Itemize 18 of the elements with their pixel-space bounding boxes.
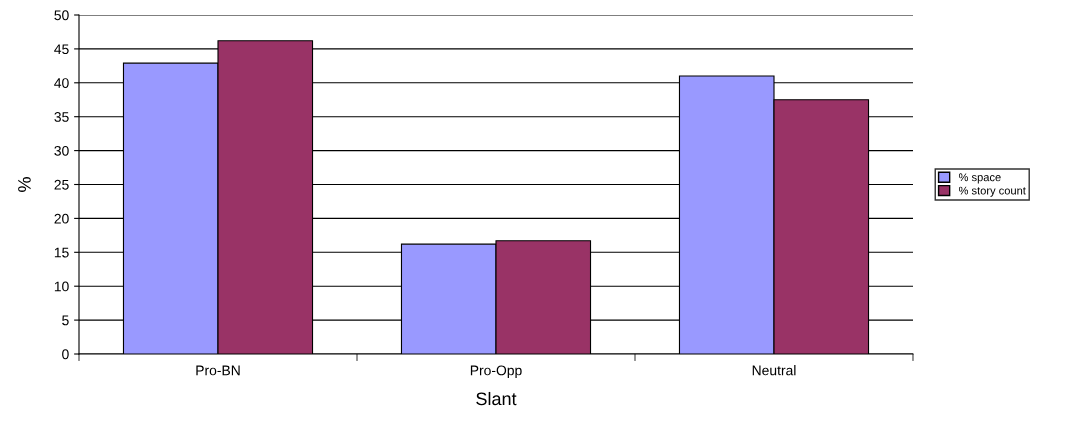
- x-tick-label: Pro-Opp: [470, 365, 522, 379]
- legend-label: % story count: [958, 186, 1026, 197]
- y-axis-title: %: [18, 177, 31, 192]
- x-tick-label: Neutral: [752, 365, 796, 376]
- y-tick-label: 0: [62, 349, 69, 360]
- y-tick-label: 15: [54, 247, 69, 258]
- legend-label: % space: [958, 173, 1001, 184]
- y-tick-label: 30: [54, 145, 69, 156]
- y-tick-label: 35: [54, 112, 69, 122]
- y-tick-label: 25: [54, 179, 69, 190]
- y-tick-label: 10: [54, 281, 69, 292]
- x-tick-label: Pro-BN: [196, 365, 240, 376]
- y-tick-label: 5: [62, 315, 69, 326]
- y-tick-label: 40: [54, 78, 69, 88]
- y-tick-label: 50: [54, 10, 69, 21]
- y-tick-label: 45: [54, 44, 69, 55]
- x-axis-title: Slant: [476, 391, 517, 406]
- y-tick-label: 20: [54, 213, 69, 224]
